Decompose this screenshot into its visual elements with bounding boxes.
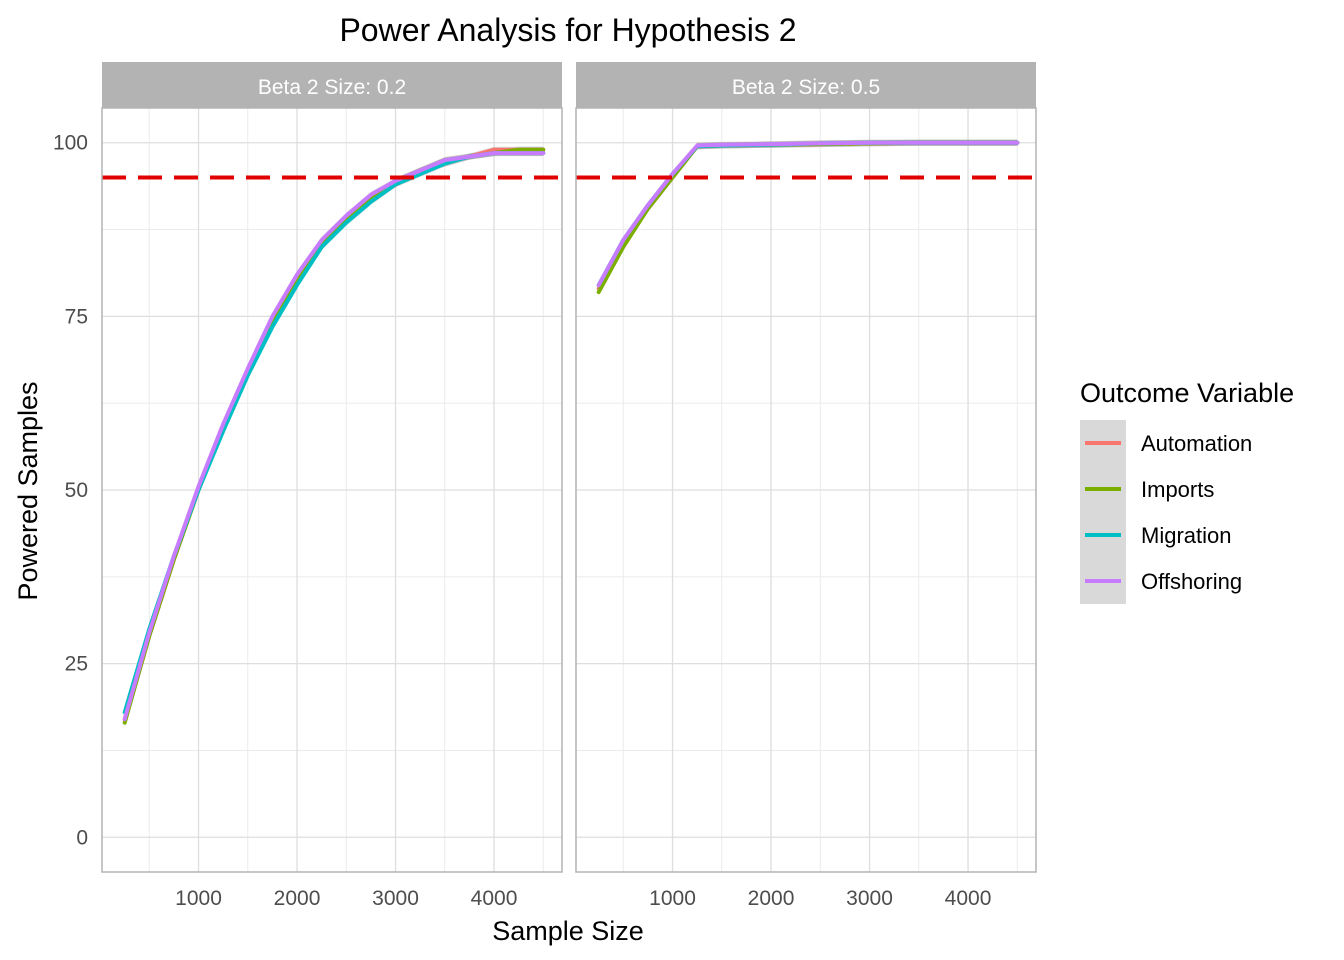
facet-panel-1: Beta 2 Size: 0.2 1000 2000 3000 4000 0 25 50 75 1… — [53, 62, 563, 910]
series-ribbon-imports — [598, 139, 1018, 296]
facet-panel-2: Beta 2 Size: 0.5 1000 2000 3000 4000 — [575, 62, 1037, 910]
legend-label: Automation — [1141, 431, 1252, 456]
y-tick-label: 100 — [53, 132, 88, 155]
x-tick-label: 2000 — [748, 887, 795, 910]
facet-strip-label: Beta 2 Size: 0.5 — [732, 76, 880, 99]
x-tick-label: 2000 — [274, 887, 321, 910]
x-axis-title: Sample Size — [492, 916, 644, 946]
x-tick-label: 4000 — [471, 887, 518, 910]
legend-title: Outcome Variable — [1080, 378, 1294, 408]
legend-label: Offshoring — [1141, 569, 1242, 594]
facet-strip — [576, 62, 1036, 108]
x-tick-label: 1000 — [649, 887, 696, 910]
y-tick-label: 25 — [65, 653, 88, 676]
x-tick-label: 3000 — [372, 887, 419, 910]
panel-border — [101, 107, 563, 873]
y-tick-label: 50 — [65, 479, 88, 502]
legend-label: Imports — [1141, 477, 1214, 502]
series-line-automation — [596, 140, 1020, 291]
series-line-migration — [122, 151, 546, 715]
series-line-offshoring — [122, 151, 546, 722]
x-tick-label: 3000 — [846, 887, 893, 910]
series-ribbon-migration — [598, 139, 1018, 289]
series-line-migration — [596, 140, 1020, 288]
series-line-offshoring — [596, 140, 1020, 288]
facet-strip — [102, 62, 562, 108]
legend: Outcome Variable Automation Imports Migrat… — [1080, 378, 1294, 604]
x-tick-label: 1000 — [175, 887, 222, 910]
y-tick-label: 75 — [65, 305, 88, 328]
x-tick-label: 4000 — [945, 887, 992, 910]
panel-border — [575, 107, 1037, 873]
chart-title: Power Analysis for Hypothesis 2 — [339, 12, 796, 48]
series-ribbon-automation — [598, 139, 1018, 292]
y-axis-title: Powered Samples — [13, 381, 43, 600]
y-tick-label: 0 — [76, 826, 88, 849]
facet-panels: Beta 2 Size: 0.2 1000 2000 3000 4000 0 25 50 75 1… — [53, 62, 1037, 910]
legend-key-background — [1080, 420, 1126, 604]
facet-strip-label: Beta 2 Size: 0.2 — [258, 76, 406, 99]
legend-entries: Automation Imports Migration Offshoring — [1085, 431, 1252, 594]
series-ribbon-offshoring — [598, 139, 1018, 289]
legend-label: Migration — [1141, 523, 1231, 548]
series-line-imports — [596, 140, 1020, 295]
